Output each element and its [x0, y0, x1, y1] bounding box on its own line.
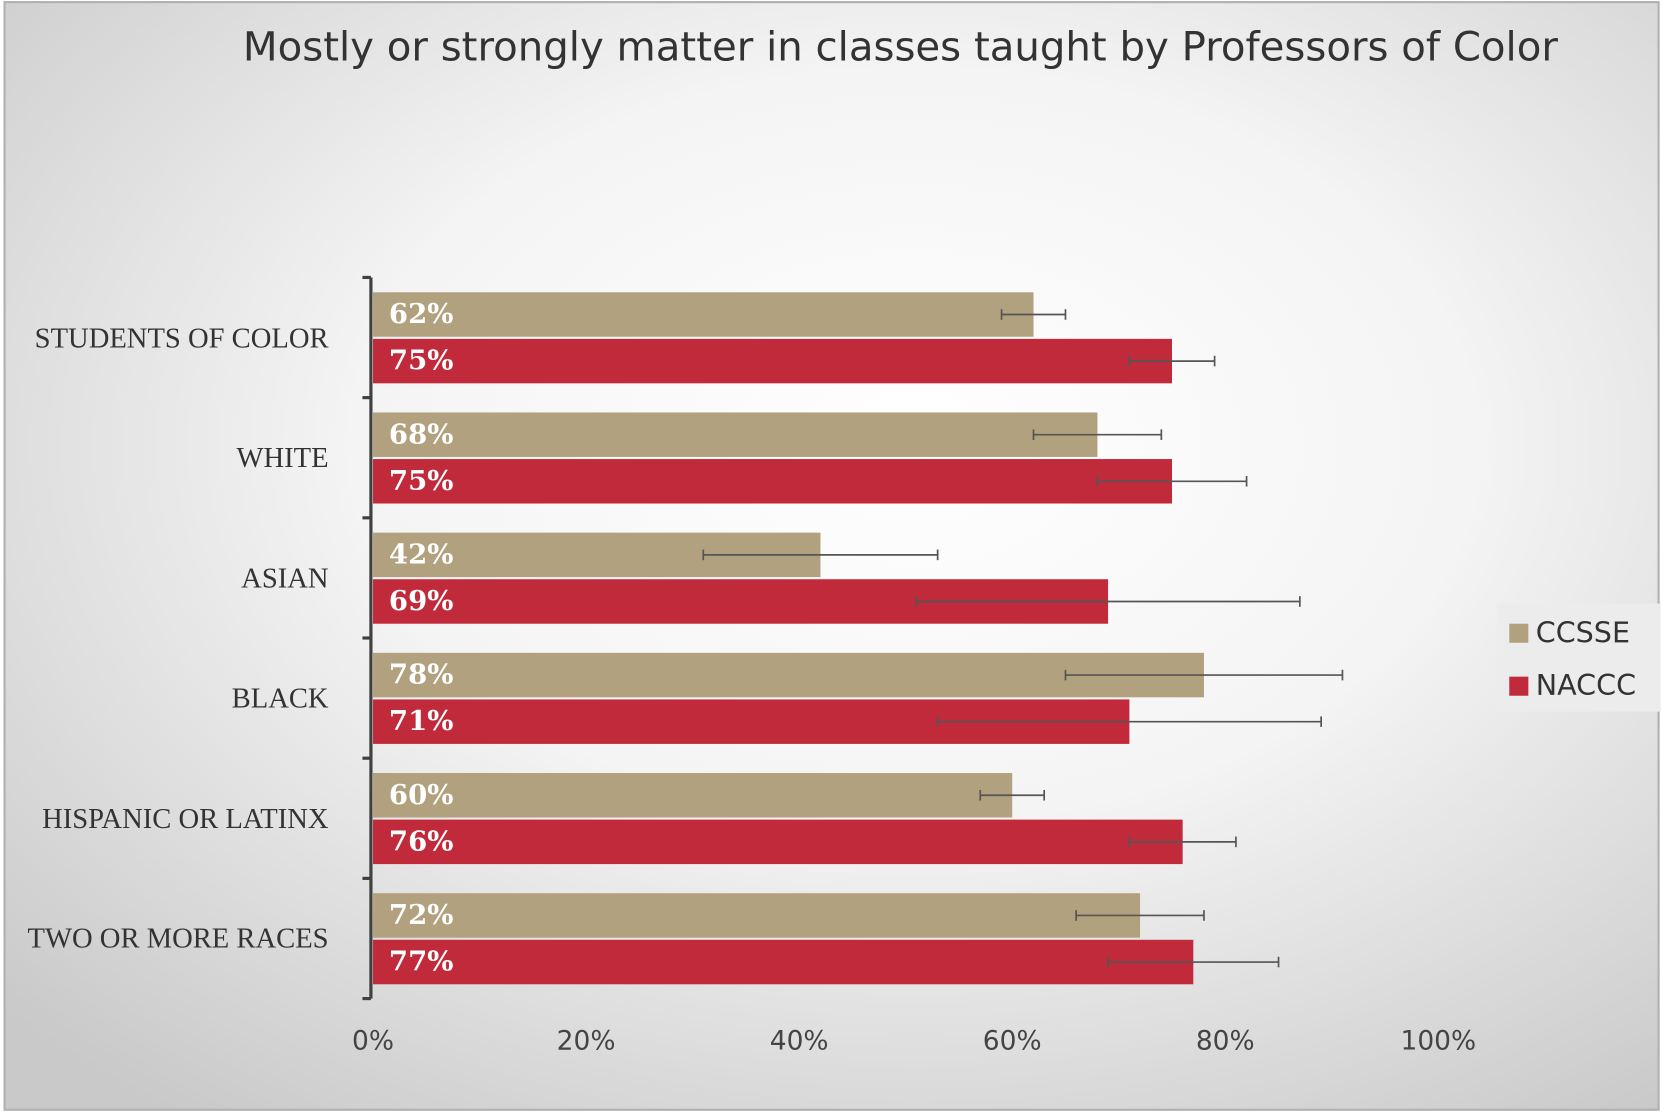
bar	[373, 773, 1013, 818]
error-bar	[1128, 836, 1237, 848]
data-label: 78%	[389, 659, 453, 691]
category-label: WHITE	[236, 441, 329, 474]
error-bar	[915, 596, 1301, 607]
error-bar	[1000, 309, 1067, 320]
data-label: 75%	[389, 345, 453, 377]
error-bar	[1096, 475, 1248, 487]
error-bar	[979, 789, 1046, 801]
x-tick-label: 60%	[983, 1025, 1042, 1056]
bar	[373, 338, 1173, 384]
bar	[373, 459, 1173, 504]
category-label: STUDENTS OF COLOR	[34, 321, 329, 354]
x-tick-label: 0%	[352, 1025, 394, 1056]
data-label: 75%	[389, 465, 453, 497]
data-label: 42%	[389, 538, 453, 570]
chart-title: Mostly or strongly matter in classes tau…	[242, 23, 1558, 70]
x-tick-label: 80%	[1196, 1025, 1255, 1056]
legend-swatch	[1509, 623, 1529, 643]
error-bar	[1032, 429, 1163, 440]
error-bar	[702, 549, 939, 561]
data-label: 62%	[389, 298, 453, 330]
category-box: HISPANIC OR LATINX	[42, 802, 329, 835]
error-bar	[1075, 910, 1205, 921]
title-box: Mostly or strongly matter in classes tau…	[242, 23, 1558, 70]
bar	[373, 412, 1098, 457]
data-label: 68%	[389, 418, 453, 450]
data-label: 72%	[389, 899, 453, 931]
category-label: BLACK	[231, 682, 329, 714]
category-box: BLACK	[231, 682, 329, 714]
x-tick-label: 40%	[770, 1025, 829, 1056]
category-box: ASIAN	[241, 562, 329, 594]
error-bar	[1064, 669, 1344, 681]
legend-swatch	[1509, 676, 1529, 696]
data-label: 76%	[389, 825, 453, 857]
error-bar	[1128, 355, 1216, 367]
bar	[373, 819, 1183, 865]
data-label: 69%	[389, 585, 453, 617]
category-box: STUDENTS OF COLOR	[34, 321, 329, 354]
category-label: ASIAN	[241, 562, 329, 594]
data-label: 71%	[389, 705, 453, 737]
x-tick-label: 100%	[1400, 1025, 1476, 1056]
legend-label: NACCC	[1536, 668, 1636, 702]
error-bar	[936, 716, 1322, 727]
category-box: WHITE	[236, 441, 329, 474]
data-label: 77%	[389, 946, 453, 978]
legend-label: CCSSE	[1536, 615, 1630, 649]
category-label: TWO OR MORE RACES	[27, 922, 329, 955]
category-box: TWO OR MORE RACES	[27, 922, 329, 955]
data-label: 60%	[389, 779, 453, 811]
bar	[373, 292, 1034, 337]
category-label: HISPANIC OR LATINX	[42, 802, 329, 835]
bar	[373, 939, 1194, 985]
bar	[373, 893, 1141, 938]
error-bar	[1107, 956, 1280, 968]
x-tick-label: 20%	[557, 1025, 616, 1056]
